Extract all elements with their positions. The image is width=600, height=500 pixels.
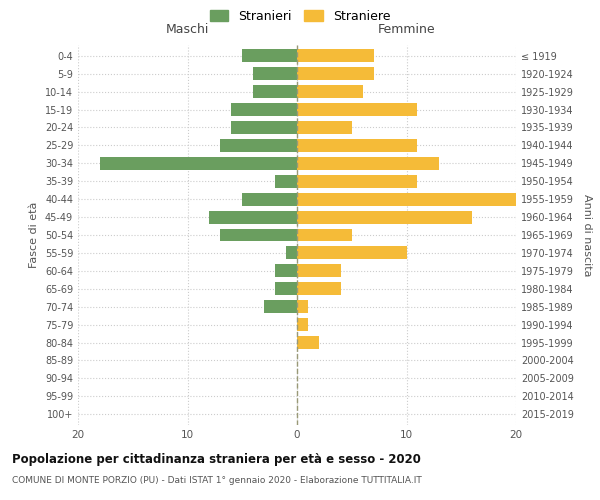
Bar	[286, 246, 297, 260]
Bar	[297, 336, 319, 349]
Bar	[232, 121, 297, 134]
Bar	[232, 103, 297, 116]
Bar	[297, 121, 352, 134]
Bar	[297, 264, 341, 278]
Bar	[297, 246, 407, 260]
Bar	[297, 139, 418, 152]
Bar	[275, 175, 297, 188]
Bar	[297, 318, 308, 331]
Bar	[275, 282, 297, 295]
Text: Popolazione per cittadinanza straniera per età e sesso - 2020: Popolazione per cittadinanza straniera p…	[12, 452, 421, 466]
Text: Maschi: Maschi	[166, 23, 209, 36]
Bar	[220, 228, 297, 241]
Text: Femmine: Femmine	[377, 23, 436, 36]
Bar	[297, 175, 418, 188]
Bar	[209, 210, 297, 224]
Bar	[297, 192, 516, 205]
Bar	[253, 67, 297, 80]
Bar	[297, 210, 472, 224]
Bar	[100, 157, 297, 170]
Bar	[297, 103, 418, 116]
Bar	[242, 50, 297, 62]
Bar	[297, 50, 374, 62]
Bar	[297, 282, 341, 295]
Legend: Stranieri, Straniere: Stranieri, Straniere	[206, 6, 394, 26]
Bar	[264, 300, 297, 313]
Bar	[297, 85, 362, 98]
Y-axis label: Fasce di età: Fasce di età	[29, 202, 39, 268]
Bar	[297, 300, 308, 313]
Text: COMUNE DI MONTE PORZIO (PU) - Dati ISTAT 1° gennaio 2020 - Elaborazione TUTTITAL: COMUNE DI MONTE PORZIO (PU) - Dati ISTAT…	[12, 476, 422, 485]
Bar	[242, 192, 297, 205]
Bar	[297, 228, 352, 241]
Y-axis label: Anni di nascita: Anni di nascita	[582, 194, 592, 276]
Bar	[275, 264, 297, 278]
Bar	[220, 139, 297, 152]
Bar	[297, 67, 374, 80]
Bar	[253, 85, 297, 98]
Bar	[297, 157, 439, 170]
